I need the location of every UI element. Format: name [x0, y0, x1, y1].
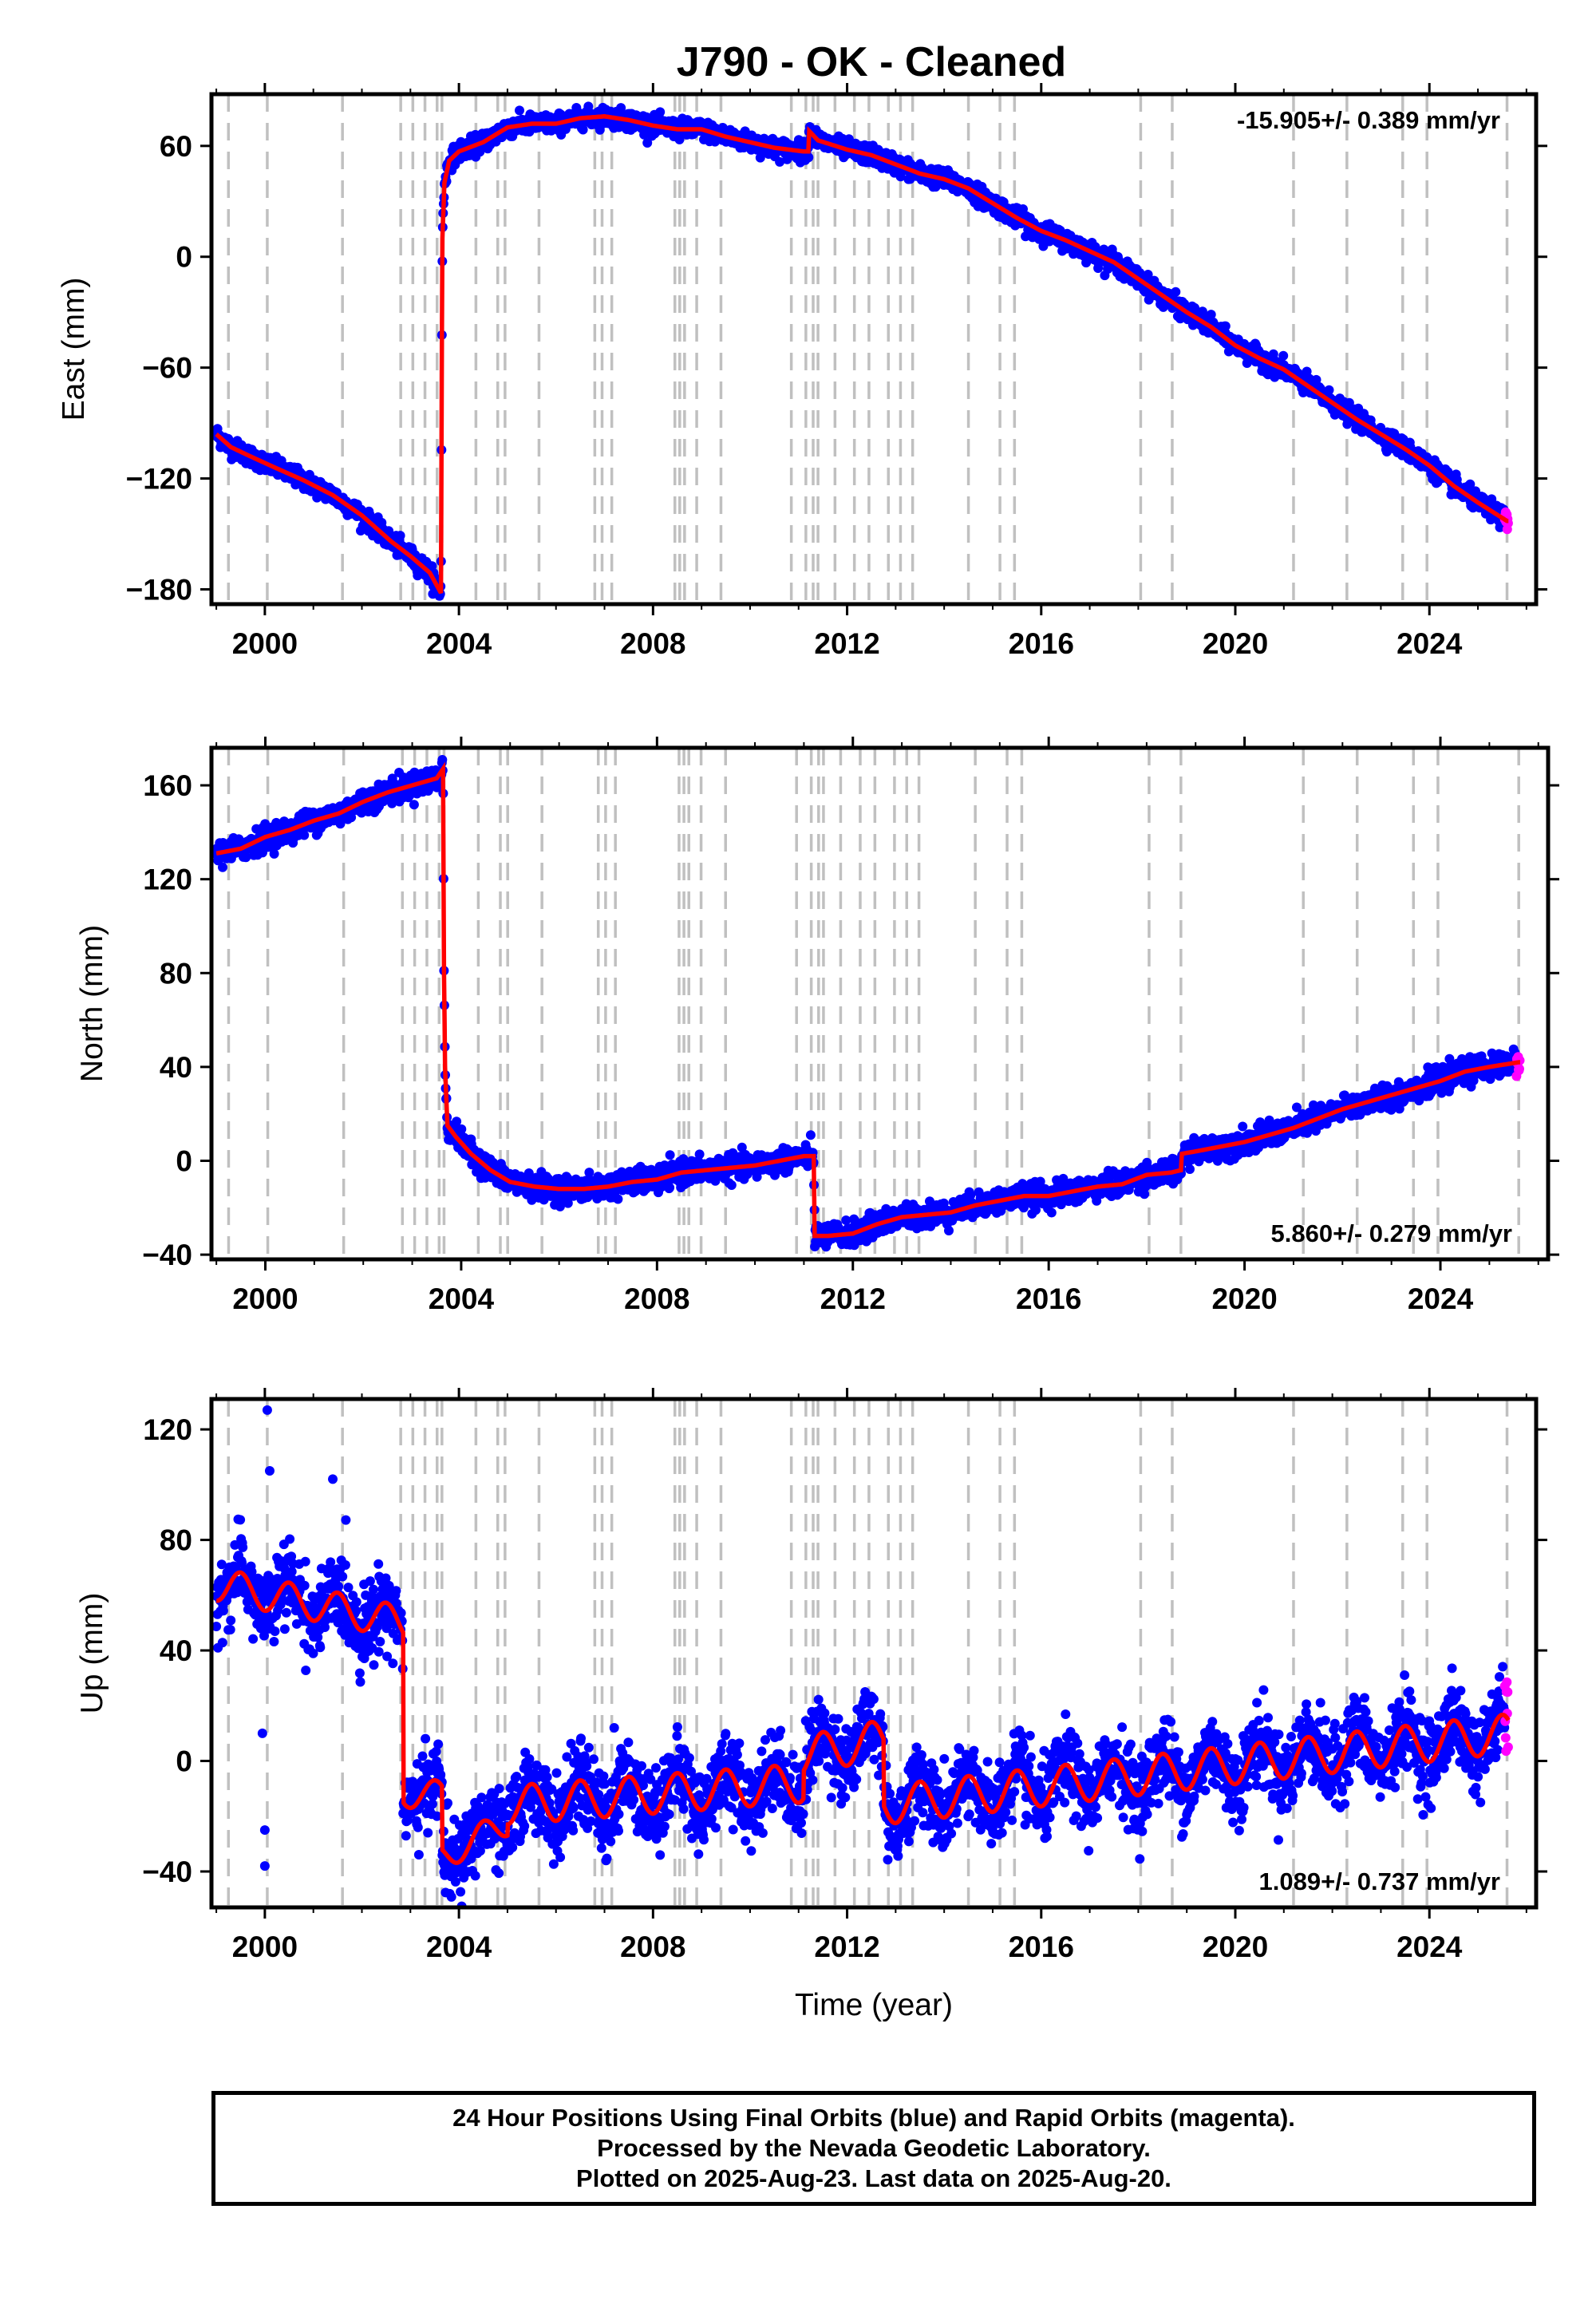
data-point [1220, 321, 1231, 331]
data-point [805, 1130, 816, 1140]
data-point [642, 138, 653, 148]
y-tick-label: −180 [126, 573, 192, 606]
plot-area [211, 94, 1513, 604]
data-point [1324, 385, 1334, 395]
data-point [726, 1180, 737, 1190]
data-point [218, 862, 227, 872]
data-point [395, 531, 405, 541]
y-tick-label: −60 [142, 352, 192, 385]
data-point [515, 105, 524, 116]
data-point [804, 152, 814, 163]
data-point [584, 1168, 595, 1178]
data-point [1278, 350, 1289, 361]
plot-area [211, 748, 1525, 1259]
data-point [1171, 287, 1181, 297]
data-point [775, 156, 785, 167]
data-point [409, 800, 419, 810]
data-point [269, 848, 279, 859]
x-tick-label: 2012 [814, 627, 879, 660]
model-line [215, 114, 1509, 595]
east-panel: 2000 2004 2008 2012 2016 2020 2024 60 0 −60 −120 −1… [57, 83, 1547, 660]
data-point [456, 1124, 467, 1134]
y-tick-label: 0 [176, 241, 192, 274]
x-tick-label: 2004 [426, 627, 492, 660]
x-tick-label: 2016 [1009, 627, 1074, 660]
y-tick-label: 60 [160, 130, 192, 163]
x-tick-label: 2008 [620, 627, 685, 660]
y-axis-label: East (mm) [57, 278, 91, 421]
data-point [437, 755, 448, 765]
data-point [475, 147, 485, 157]
final-orbit-points [211, 755, 1525, 1252]
plot-frame [209, 92, 1539, 607]
x-tick-label: 2024 [1396, 627, 1463, 660]
data-point [578, 124, 588, 135]
data-point [655, 107, 666, 117]
x-tick-label: 2000 [232, 627, 298, 660]
chart-title: J790 - OK - Cleaned [677, 39, 1066, 85]
final-orbit-points [211, 101, 1513, 601]
data-point [616, 103, 626, 113]
y-tick-label: −120 [126, 463, 192, 496]
data-point [755, 152, 765, 163]
data-point [665, 1183, 675, 1193]
velocity-annotation: -15.905+/- 0.389 mm/yr [1237, 106, 1500, 134]
data-point [613, 1194, 623, 1204]
data-point [665, 1150, 675, 1160]
north-panel: 2000 2004 2008 2012 2016 2020 202416012080400−… [75, 737, 1559, 1315]
x-tick-label: 2020 [1203, 627, 1268, 660]
data-point [694, 1149, 705, 1160]
